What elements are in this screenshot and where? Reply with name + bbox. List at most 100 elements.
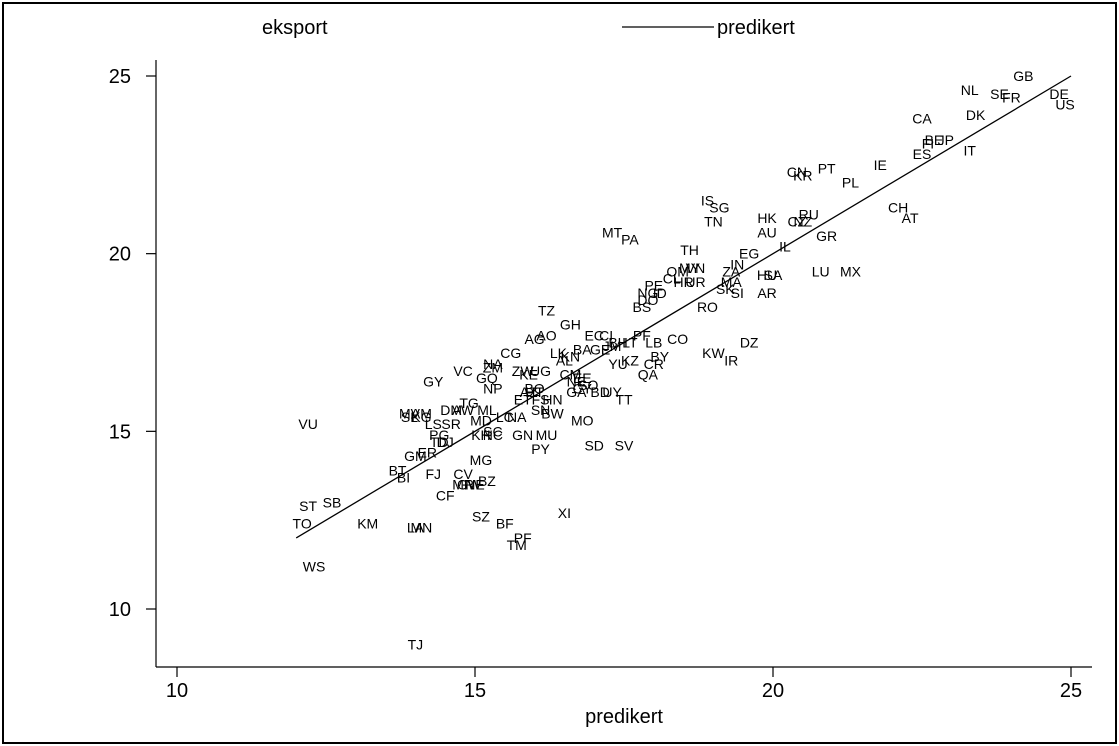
legend-predikert-label: predikert [717,17,795,39]
point-label-cl: CL [663,271,681,287]
point-label-lc: LC [496,409,514,425]
point-label-td: TD [430,434,449,450]
point-label-bf: BF [496,516,514,532]
x-tick-label: 25 [1060,680,1082,702]
point-label-de: DE [1049,86,1068,102]
prediction-line [295,75,1072,539]
point-label-qa: QA [638,366,659,382]
point-label-co: CO [667,331,688,347]
point-label-dz: DZ [740,335,759,351]
point-label-ga: GA [566,384,587,400]
point-label-nz: NZ [793,214,812,230]
point-label-pg: PG [429,427,449,443]
point-label-ir: IR [724,352,738,368]
y-tick-label: 15 [109,421,131,443]
point-label-cn: CN [787,164,807,180]
point-label-si: SI [731,285,744,301]
point-label-tt: TT [615,391,633,407]
point-label-gm: GM [404,448,427,464]
point-label-mv: MV [399,406,421,422]
point-label-gq: GQ [476,370,498,386]
point-label-be: BE [925,132,944,148]
point-label-by: BY [650,349,669,365]
point-label-bi: BI [397,470,410,486]
point-label-al: AL [556,352,573,368]
point-label-pa: PA [621,231,639,247]
point-label-lt: LT [622,335,638,351]
x-tick-label: 15 [464,680,486,702]
point-label-bd: BD [590,384,609,400]
point-label-sl: SL [401,409,418,425]
point-label-sa: SA [764,267,783,283]
point-label-ls: LS [425,416,442,432]
legend-eksport-label: eksport [262,17,328,39]
point-label-np: NP [483,381,502,397]
point-label-ee: EE [573,370,592,386]
point-label-uy: UY [602,384,622,400]
point-label-mr: MR [452,477,474,493]
point-label-cy: CY [573,381,593,397]
point-label-my: MY [679,260,701,276]
point-label-sn: SN [531,402,550,418]
point-label-ug: UG [530,363,551,379]
point-label-ht: HT [525,384,544,400]
prediction-line-group [295,75,1072,539]
point-label-ne: NE [567,374,586,390]
point-label-to: TO [293,516,312,532]
point-label-km: KM [357,516,378,532]
point-label-kn: KN [561,349,580,365]
point-label-mx: MX [840,263,862,279]
point-label-gb: GB [1013,68,1033,84]
point-label-bs: BS [633,299,652,315]
point-label-pf: PF [633,327,651,343]
point-label-kr: KR [793,167,812,183]
point-label-eg: EG [739,246,759,262]
point-label-bw: BW [541,406,564,422]
point-label-ke: KE [519,366,538,382]
point-label-jp: JP [938,132,954,148]
point-label-zw: ZW [512,363,535,379]
point-label-sv: SV [615,438,634,454]
point-label-om: OM [666,263,689,279]
y-tick-label: 25 [109,66,131,88]
point-label-hn: HN [542,391,562,407]
point-label-us: US [1055,96,1074,112]
point-label-mg: MG [470,452,493,468]
point-label-am: AM [411,406,432,422]
point-label-pt: PT [818,160,836,176]
point-label-gn: GN [512,427,533,443]
point-label-zm: ZM [483,359,503,375]
point-label-dj: DJ [437,434,454,450]
point-label-gh: GH [560,317,581,333]
point-label-na: NA [483,356,503,372]
point-label-na: NA [507,409,527,425]
legend: eksport predikert [262,17,795,39]
point-label-id: ID [653,285,667,301]
point-label-tj: TJ [408,637,424,653]
point-label-ba: BA [573,342,592,358]
point-label-tn: TN [704,214,723,230]
point-label-gw: GW [457,477,482,493]
point-label-bz: BZ [478,473,496,489]
point-label-ag: AG [524,331,544,347]
point-label-hk: HK [757,210,777,226]
point-label-mo: MO [571,413,594,429]
point-label-pf: PF [514,530,532,546]
point-label-kz: KZ [621,352,639,368]
point-label-do: DO [637,292,658,308]
point-label-lk: LK [550,345,568,361]
point-label-ne: NE [465,477,484,493]
point-label-yu: YU [608,356,627,372]
point-label-fj: FJ [425,466,441,482]
point-label-ur: UR [685,274,705,290]
point-label-ma: MA [721,274,743,290]
point-label-it: IT [963,143,976,159]
point-label-ge: GE [590,342,610,358]
point-label-mt: MT [602,224,623,240]
point-label-cf: CF [436,487,455,503]
point-label-gr: GR [816,228,837,244]
point-label-dk: DK [966,107,986,123]
